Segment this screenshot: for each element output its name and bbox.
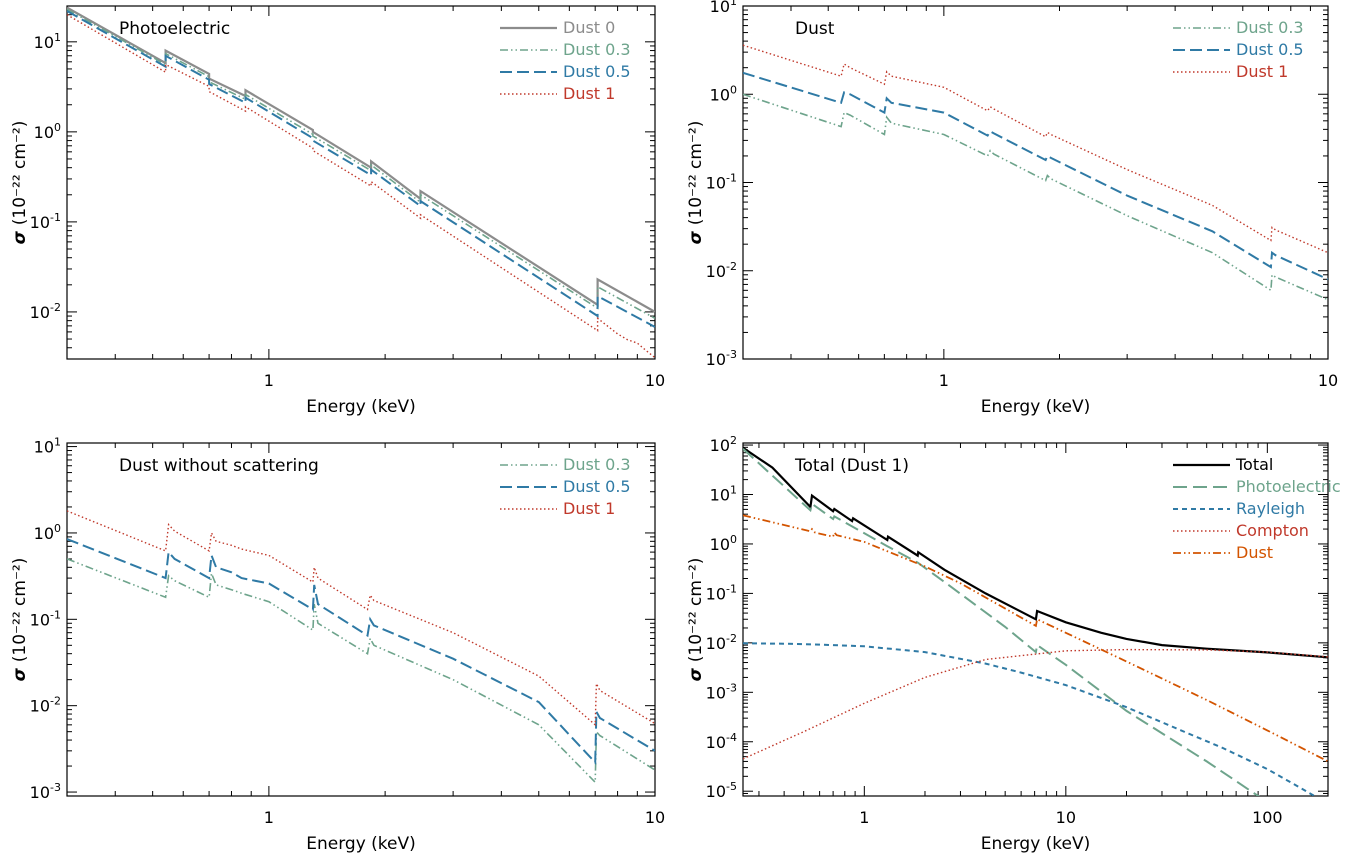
chart-panel-1: 1 10 10-2 10-1 100 101 Energy (keV) σ (10⁻²² cm… — [10, 5, 665, 417]
series-line-dust-0-5 — [743, 71, 1328, 281]
y-tick-label: 101 — [34, 31, 61, 52]
legend-label: Dust 1 — [563, 84, 615, 103]
y-tick-label: 102 — [710, 434, 737, 455]
y-axis-label: σ (10⁻²² cm⁻²) — [10, 121, 30, 245]
y-tick-label: 10-1 — [30, 211, 61, 232]
y-tick-label: 100 — [710, 533, 737, 554]
chart-panel-3: 1 10 10-3 10-2 10-1 100 101 Energy (keV) σ (10⁻²… — [10, 436, 665, 854]
chart-panel-2: 1 10 10-3 10-2 10-1 100 101 Energy (keV) σ (10⁻²… — [686, 0, 1338, 417]
y-tick-label: 100 — [34, 121, 61, 142]
legend-label: Dust 0.5 — [563, 62, 631, 81]
series-line-dust-1 — [67, 510, 655, 727]
legend: Dust 0 Dust 0.3 Dust 0.5 Dust 1 — [500, 18, 631, 103]
x-axis-label: Energy (keV) — [981, 397, 1091, 417]
series-line-dust-0-3 — [67, 8, 655, 320]
legend-label: Dust 0.5 — [563, 477, 631, 496]
x-axis-label: Energy (keV) — [981, 834, 1091, 854]
series-line-dust-0-5 — [67, 538, 655, 765]
legend: Dust 0.3 Dust 0.5 Dust 1 — [1173, 18, 1304, 81]
series-line-dust-0-3 — [67, 558, 655, 785]
x-tick-label: 1 — [264, 808, 274, 827]
x-tick-label: 1 — [859, 808, 869, 827]
series-group — [67, 6, 655, 359]
x-tick-label: 10 — [1056, 808, 1076, 827]
y-tick-label: 10-2 — [706, 260, 737, 281]
x-tick-label: 10 — [1318, 371, 1338, 390]
series-line-photoelectric — [743, 448, 1260, 796]
legend-label: Dust 0.3 — [563, 455, 631, 474]
legend-label: Photoelectric — [1236, 477, 1341, 496]
y-tick-label: 101 — [710, 483, 737, 504]
legend-label: Rayleigh — [1236, 499, 1305, 518]
x-tick-label: 1 — [939, 371, 949, 390]
legend-label: Dust 0 — [563, 18, 615, 37]
series-line-total — [743, 446, 1328, 659]
legend-label: Compton — [1236, 521, 1309, 540]
y-tick-label: 10-2 — [706, 632, 737, 653]
chart-panel-4: 1 10 100 10-5 10-4 10-3 10-2 10-1 100 101 102 Energ… — [686, 434, 1341, 854]
legend: Total Photoelectric Rayleigh Compton Dust — [1173, 455, 1341, 562]
legend-label: Dust 0.3 — [563, 40, 631, 59]
legend-label: Dust 0.3 — [1236, 18, 1304, 37]
panel-title: Dust without scattering — [119, 456, 319, 476]
series-line-dust-1 — [67, 14, 655, 359]
y-tick-label: 101 — [710, 0, 737, 16]
series-group — [743, 44, 1328, 301]
x-axis-label: Energy (keV) — [306, 834, 416, 854]
x-tick-label: 100 — [1252, 808, 1283, 827]
series-line-dust-0-3 — [743, 93, 1328, 301]
panel-title: Dust — [795, 19, 835, 39]
y-tick-label: 10-1 — [706, 582, 737, 603]
y-axis-label: σ (10⁻²² cm⁻²) — [10, 558, 30, 682]
y-tick-label: 10-5 — [706, 780, 737, 801]
x-axis-label: Energy (keV) — [306, 397, 416, 417]
y-tick-label: 10-3 — [30, 781, 61, 802]
series-group — [67, 510, 655, 785]
series-line-dust-0 — [67, 6, 655, 313]
series-line-rayleigh — [743, 642, 1317, 796]
x-tick-label: 10 — [645, 371, 665, 390]
y-tick-label: 10-1 — [706, 172, 737, 193]
y-tick-label: 101 — [34, 436, 61, 457]
y-tick-label: 10-1 — [30, 608, 61, 629]
series-line-dust-1 — [743, 44, 1328, 254]
series-line-compton — [743, 648, 1328, 760]
y-tick-label: 10-2 — [30, 695, 61, 716]
plot-frame — [66, 5, 656, 360]
y-tick-label: 10-4 — [706, 731, 737, 752]
panel-title: Total (Dust 1) — [794, 456, 909, 476]
x-tick-label: 10 — [645, 808, 665, 827]
y-tick-label: 100 — [710, 83, 737, 104]
series-line-dust — [743, 514, 1328, 763]
legend-label: Total — [1235, 455, 1273, 474]
y-axis-label: σ (10⁻²² cm⁻²) — [686, 558, 706, 682]
y-axis-label: σ (10⁻²² cm⁻²) — [686, 121, 706, 245]
y-tick-label: 100 — [34, 522, 61, 543]
legend: Dust 0.3 Dust 0.5 Dust 1 — [500, 455, 631, 518]
y-tick-label: 10-3 — [706, 681, 737, 702]
series-group — [743, 446, 1328, 796]
legend-label: Dust 1 — [563, 499, 615, 518]
x-tick-label: 1 — [264, 371, 274, 390]
y-tick-label: 10-2 — [30, 301, 61, 322]
y-tick-label: 10-3 — [706, 348, 737, 369]
panel-title: Photoelectric — [119, 19, 230, 39]
legend-label: Dust — [1236, 543, 1273, 562]
series-line-dust-0-5 — [67, 10, 655, 328]
legend-label: Dust 0.5 — [1236, 40, 1304, 59]
legend-label: Dust 1 — [1236, 62, 1288, 81]
